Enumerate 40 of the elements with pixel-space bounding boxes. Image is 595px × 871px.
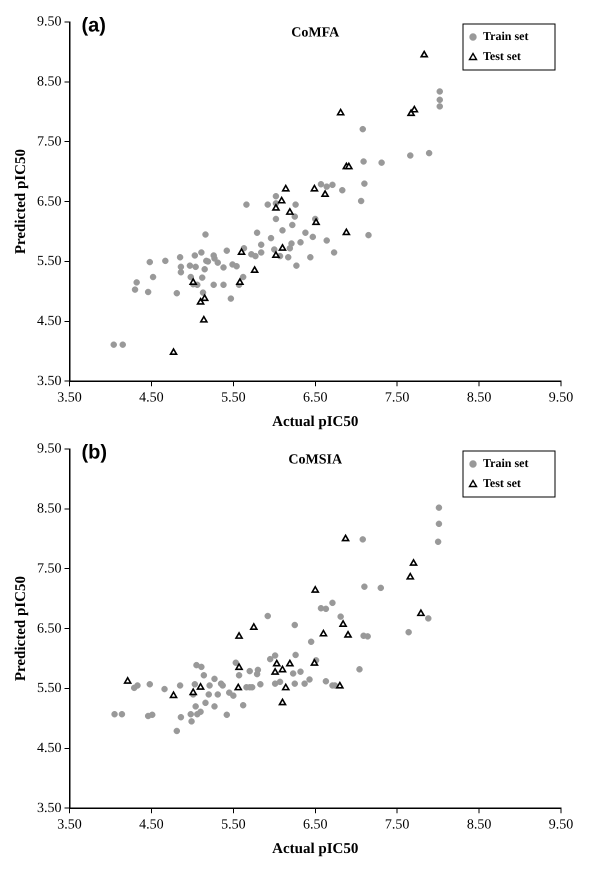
- x-tick-label: 3.50: [57, 390, 82, 406]
- y-tick-label: 8.50: [37, 502, 62, 517]
- legend-label: Test set: [483, 49, 521, 64]
- y-tick-label: 4.50: [37, 741, 62, 756]
- y-tick-label: 9.50: [37, 442, 62, 457]
- legend-label: Train set: [483, 456, 528, 470]
- y-tick-label: 7.50: [37, 134, 62, 150]
- annotation: (b): [82, 442, 108, 464]
- y-axis-title: Predicted pIC50: [12, 149, 29, 254]
- annotation: (a): [82, 14, 106, 37]
- x-tick-label: 8.50: [466, 817, 492, 832]
- y-tick-label: 6.50: [37, 194, 62, 210]
- x-tick-label: 9.50: [548, 817, 574, 832]
- y-axis-title: Predicted pIC50: [12, 576, 29, 682]
- x-tick-label: 9.50: [548, 390, 574, 406]
- x-tick-label: 6.50: [303, 817, 328, 832]
- y-tick-label: 3.50: [37, 374, 62, 389]
- chart-title: CoMSIA: [288, 452, 343, 468]
- x-tick-label: 4.50: [139, 390, 164, 406]
- y-tick-label: 8.50: [37, 74, 62, 90]
- x-tick-label: 8.50: [466, 390, 492, 406]
- y-tick-label: 5.50: [37, 681, 62, 696]
- x-tick-label: 7.50: [384, 817, 410, 832]
- x-tick-label: 7.50: [384, 390, 410, 406]
- x-tick-label: 3.50: [57, 817, 82, 832]
- x-tick-label: 5.50: [221, 390, 246, 406]
- y-tick-label: 5.50: [37, 254, 62, 270]
- y-tick-label: 9.50: [37, 14, 62, 30]
- legend-label: Train set: [483, 29, 528, 44]
- x-axis-title: Actual pIC50: [272, 840, 358, 857]
- x-axis-title: Actual pIC50: [272, 414, 358, 430]
- y-tick-label: 7.50: [37, 561, 62, 576]
- x-tick-label: 5.50: [221, 817, 246, 832]
- y-tick-label: 4.50: [37, 314, 62, 330]
- y-tick-label: 6.50: [37, 621, 62, 636]
- chart-title: CoMFA: [291, 26, 340, 41]
- x-tick-label: 4.50: [139, 817, 164, 832]
- x-tick-label: 6.50: [303, 390, 328, 406]
- legend-label: Test set: [483, 476, 521, 490]
- y-tick-label: 3.50: [37, 800, 62, 816]
